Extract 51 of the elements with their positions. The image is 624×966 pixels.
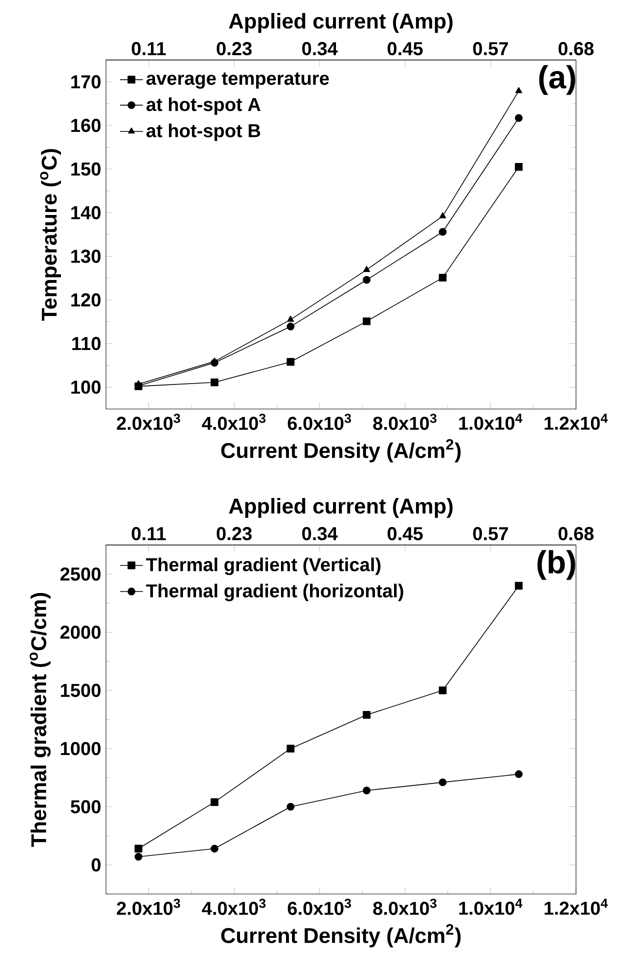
legend-label: at hot-spot B: [146, 124, 260, 142]
y-axis-title: Thermal gradient ($^{o}$C/cm): [30, 592, 51, 847]
x-tick-label: 6.0x10$^{3}$: [288, 898, 352, 915]
x-tick-label: 1.2x10$^{4}$: [544, 898, 608, 915]
y-tick-label: 140: [71, 206, 101, 220]
y-tick-label: 110: [72, 336, 101, 350]
x-tick-label: 4.0x10$^{3}$: [202, 898, 266, 915]
legend-label: Thermal gradient (Vertical): [146, 558, 380, 576]
y-tick-label: 160: [71, 118, 101, 132]
x2-tick-label: 0.11: [132, 42, 166, 56]
x2-tick-label: 0.23: [216, 42, 252, 56]
y-tick-label: 120: [71, 293, 101, 307]
x2-tick-label: 0.34: [302, 527, 338, 540]
x-tick-label: 4.0x10$^{3}$: [202, 414, 266, 430]
y-tick-label: 130: [71, 250, 101, 263]
y-tick-label: 170: [71, 75, 101, 88]
x-tick-label: 1.0x10$^{4}$: [459, 414, 522, 430]
y-tick-label: 2000: [60, 626, 101, 639]
x2-tick-label: 0.23: [216, 527, 252, 540]
x-tick-label: 8.0x10$^{3}$: [373, 414, 436, 430]
legend-label: average temperature: [146, 72, 329, 89]
y-tick-label: 500: [70, 800, 101, 814]
legend-label: Thermal gradient (horizontal): [146, 584, 404, 602]
x2-tick-label: 0.57: [473, 527, 508, 540]
x-tick-label: 1.2x10$^{4}$: [544, 414, 608, 430]
legend-label: at hot-spot A: [146, 97, 260, 115]
x2-tick-label: 0.11: [132, 527, 166, 540]
x-tick-label: 2.0x10$^{3}$: [116, 414, 180, 430]
x2-tick-label: 0.34: [302, 42, 338, 56]
y-tick-label: 150: [71, 162, 101, 176]
x2-tick-label: 0.45: [388, 42, 423, 56]
x2-tick-label: 0.68: [558, 527, 594, 540]
annotation: (b): [537, 550, 576, 580]
y-tick-label: 1000: [60, 742, 101, 756]
y-tick-label: 2500: [60, 567, 101, 581]
x-axis-title: Current Density (A/cm$^{2}$): [221, 924, 461, 948]
x2-tick-label: 0.68: [558, 42, 594, 56]
y-tick-label: 0: [92, 858, 101, 872]
x-tick-label: 2.0x10$^{3}$: [116, 898, 180, 915]
x2-tick-label: 0.45: [388, 527, 423, 540]
x2-tick-label: 0.57: [473, 42, 508, 56]
x-tick-label: 8.0x10$^{3}$: [373, 898, 436, 915]
x-tick-label: 6.0x10$^{3}$: [288, 414, 352, 430]
x-tick-label: 1.0x10$^{4}$: [459, 898, 522, 915]
y-tick-label: 1500: [60, 684, 101, 698]
y-tick-label: 100: [71, 380, 101, 394]
x-axis-title: Current Density (A/cm$^{2}$): [221, 439, 461, 462]
y-axis-title: Temperature ($^{o}$C): [40, 149, 61, 321]
x2-axis-title: Applied current (Amp): [228, 12, 453, 33]
x2-axis-title: Applied current (Amp): [228, 498, 453, 518]
annotation: (a): [539, 65, 576, 95]
